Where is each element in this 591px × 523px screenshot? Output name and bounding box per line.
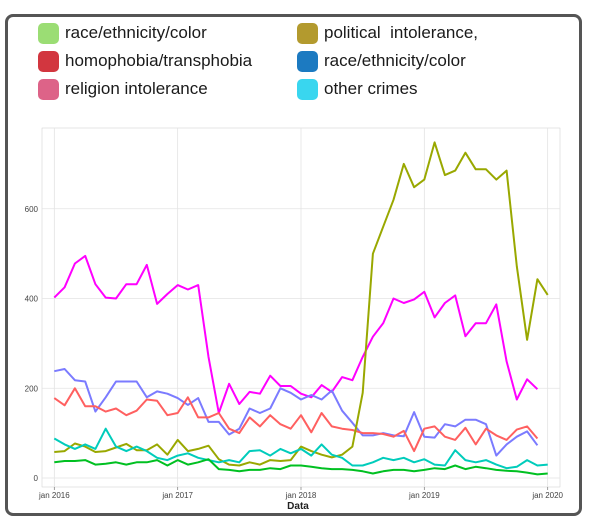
legend-label: other crimes xyxy=(324,79,418,98)
x-axis-ticks: jan 2016 jan 2017 jan 2018 jan 2019 jan 2020 xyxy=(38,487,564,500)
legend-swatch xyxy=(38,22,59,44)
legend-swatch xyxy=(38,50,59,72)
y-axis-ticks: 0 200 400 600 xyxy=(25,205,39,483)
x-tick-label: jan 2017 xyxy=(161,491,193,500)
x-tick-label: jan 2019 xyxy=(408,491,440,500)
series-line-5 xyxy=(53,427,548,470)
series-line-2 xyxy=(54,368,539,457)
series-line-4 xyxy=(54,141,549,467)
legend-item-homophobia-transphobia: homophobia/transphobia xyxy=(38,50,252,72)
y-tick-label: 600 xyxy=(25,205,39,214)
series-line-3 xyxy=(53,387,539,453)
legend-item-race-ethnicity-color-2: race/ethnicity/color xyxy=(297,50,466,72)
legend-swatch xyxy=(297,22,318,44)
legend-swatch xyxy=(297,78,318,100)
grid xyxy=(42,128,560,487)
legend-item-other-crimes: other crimes xyxy=(297,78,418,100)
x-axis-title: Data xyxy=(287,501,309,512)
x-tick-label: jan 2020 xyxy=(531,491,563,500)
legend-label: homophobia/transphobia xyxy=(65,51,253,70)
legend-label: race/ethnicity/color xyxy=(324,51,466,70)
y-tick-label: 200 xyxy=(25,384,39,393)
series-group xyxy=(53,141,549,476)
series-line-6 xyxy=(54,458,548,476)
series-line-1 xyxy=(53,254,539,414)
legend-item-political-intolerance: political intolerance, xyxy=(297,22,478,44)
legend-label: race/ethnicity/color xyxy=(65,23,207,42)
x-tick-label: jan 2018 xyxy=(285,491,317,500)
y-tick-label: 0 xyxy=(34,474,39,483)
legend-swatch xyxy=(38,78,59,100)
legend-swatch xyxy=(297,50,318,72)
legend: race/ethnicity/color political intoleran… xyxy=(30,22,570,106)
y-tick-label: 400 xyxy=(25,295,39,304)
legend-item-race-ethnicity-color: race/ethnicity/color xyxy=(38,22,207,44)
legend-label: political intolerance, xyxy=(324,23,479,42)
legend-label: religion intolerance xyxy=(65,79,208,98)
x-tick-label: jan 2016 xyxy=(38,491,70,500)
legend-item-religion-intolerance: religion intolerance xyxy=(38,78,208,100)
